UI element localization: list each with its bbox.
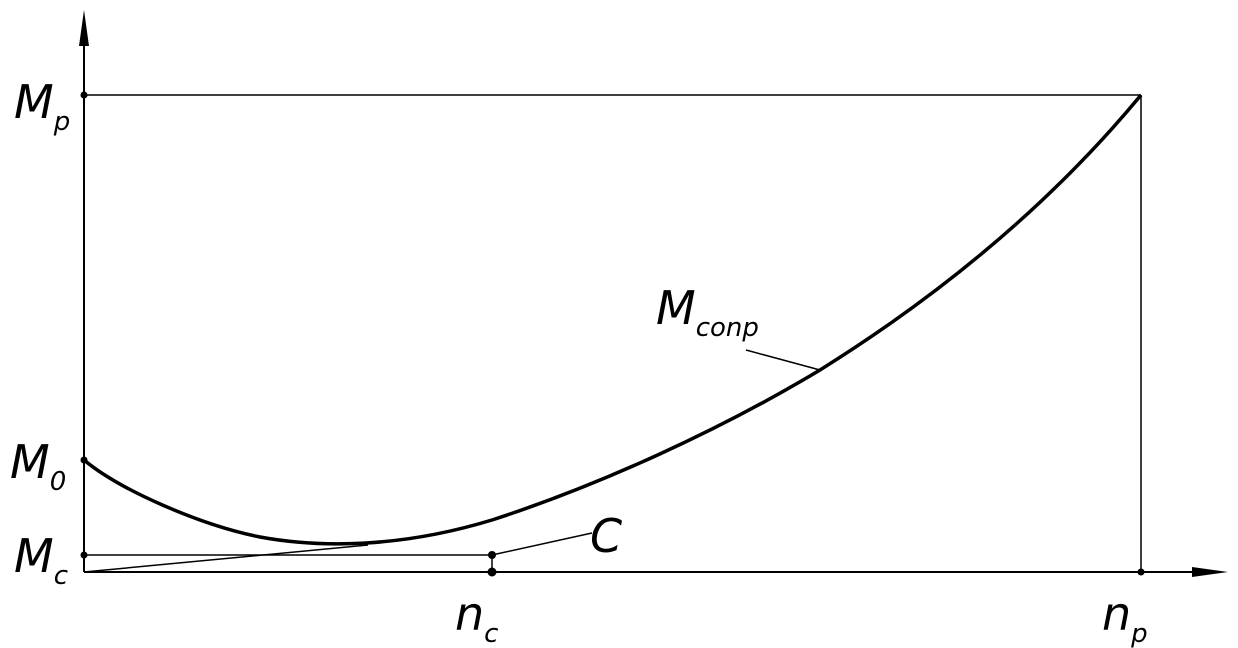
resistance-torque-curve — [82, 93, 1143, 546]
label-resistance-curve: Mconp — [656, 281, 759, 343]
x-axis-arrow — [1192, 567, 1228, 577]
reference-lines — [83, 94, 1142, 573]
label-np: np — [1102, 587, 1148, 648]
tangent-line — [83, 544, 369, 573]
point-mp — [80, 91, 88, 99]
curve-label-leader — [745, 349, 821, 371]
point-nc — [487, 567, 497, 577]
label-mc: Mc — [14, 529, 68, 591]
points — [80, 91, 1145, 577]
axes — [79, 10, 1228, 577]
label-nc: nc — [455, 587, 498, 648]
label-m0: M0 — [10, 435, 66, 497]
point-np — [1137, 568, 1145, 576]
label-mp: Mp — [14, 75, 70, 137]
point-mc — [80, 551, 88, 559]
point-m0 — [80, 456, 88, 464]
point-c-leader — [491, 532, 593, 556]
point-c — [488, 551, 496, 559]
leader-lines — [491, 349, 821, 556]
label-point-c: C — [590, 509, 622, 563]
y-axis-arrow — [79, 10, 89, 46]
